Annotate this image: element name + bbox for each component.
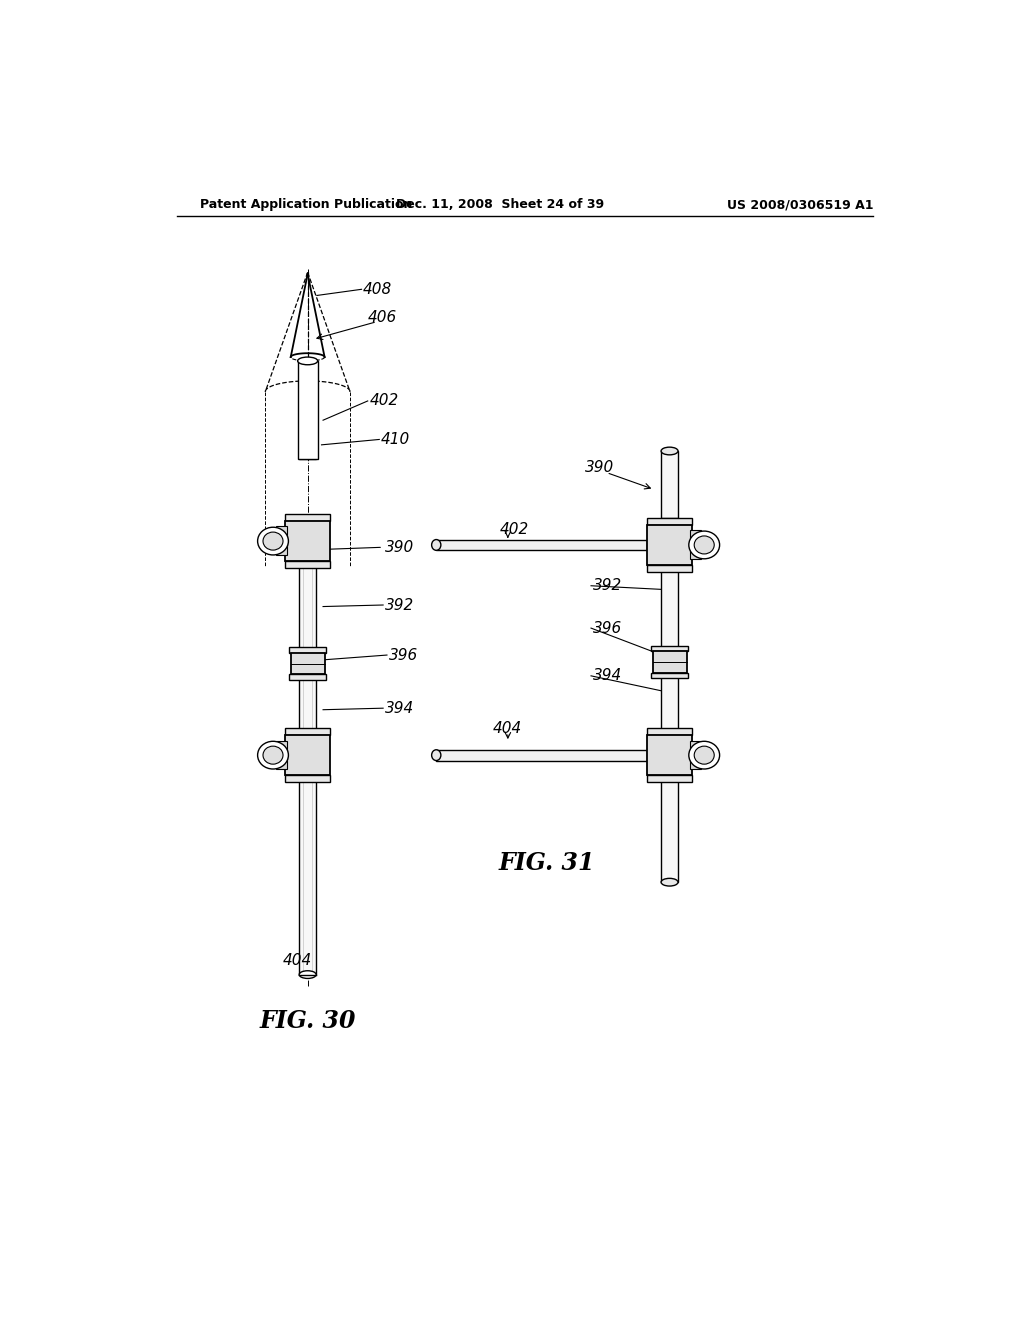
Ellipse shape (258, 527, 289, 554)
Bar (647, 525, 692, 565)
Text: FIG. 30: FIG. 30 (259, 1010, 356, 1034)
Text: 396: 396 (593, 620, 622, 636)
Bar (436, 750, 647, 760)
Bar (289, 675, 326, 680)
Bar (289, 647, 326, 653)
Text: 392: 392 (593, 578, 622, 593)
Text: Patent Application Publication: Patent Application Publication (200, 198, 413, 211)
Ellipse shape (694, 746, 714, 764)
Bar (276, 741, 287, 770)
Bar (652, 651, 686, 673)
Bar (299, 388, 316, 459)
Bar (651, 673, 688, 678)
Bar (298, 360, 317, 459)
Text: 410: 410 (381, 432, 410, 447)
Bar (286, 775, 330, 781)
Bar (286, 729, 330, 735)
Text: 408: 408 (364, 281, 392, 297)
Bar (690, 531, 701, 558)
Text: US 2008/0306519 A1: US 2008/0306519 A1 (727, 198, 873, 211)
Ellipse shape (263, 532, 283, 550)
Ellipse shape (299, 970, 316, 978)
Bar (299, 780, 316, 974)
Ellipse shape (432, 540, 441, 550)
Text: 406: 406 (368, 310, 397, 325)
Text: 394: 394 (593, 668, 622, 684)
Bar (662, 570, 678, 649)
Text: 392: 392 (385, 598, 414, 612)
Bar (299, 676, 316, 737)
Bar (647, 517, 692, 525)
Text: 402: 402 (500, 521, 529, 537)
Ellipse shape (662, 878, 678, 886)
Text: 404: 404 (283, 953, 312, 969)
Ellipse shape (662, 447, 678, 455)
Bar (647, 565, 692, 572)
Ellipse shape (689, 531, 720, 558)
Text: 390: 390 (385, 540, 414, 554)
Ellipse shape (263, 746, 283, 764)
Ellipse shape (258, 742, 289, 770)
Bar (662, 451, 678, 517)
Text: Dec. 11, 2008  Sheet 24 of 39: Dec. 11, 2008 Sheet 24 of 39 (396, 198, 604, 211)
Bar (299, 566, 316, 651)
Bar (647, 735, 692, 775)
Bar (651, 645, 688, 651)
Text: FIG. 31: FIG. 31 (498, 851, 595, 875)
Text: 396: 396 (388, 648, 418, 663)
Bar (647, 729, 692, 735)
Ellipse shape (298, 358, 317, 364)
Bar (690, 741, 701, 770)
Bar (436, 540, 647, 550)
Bar (662, 780, 678, 882)
Ellipse shape (299, 970, 316, 978)
Bar (286, 515, 330, 521)
Bar (662, 675, 678, 734)
Bar (286, 561, 330, 568)
Text: 404: 404 (493, 721, 521, 735)
Ellipse shape (432, 750, 441, 760)
Text: 390: 390 (585, 461, 614, 475)
Bar (291, 653, 325, 675)
Bar (286, 521, 330, 561)
Bar (286, 735, 330, 775)
Text: 394: 394 (385, 701, 414, 715)
Ellipse shape (689, 742, 720, 770)
Ellipse shape (694, 536, 714, 554)
Bar (276, 527, 287, 554)
Bar (647, 775, 692, 781)
Text: 402: 402 (370, 393, 398, 408)
